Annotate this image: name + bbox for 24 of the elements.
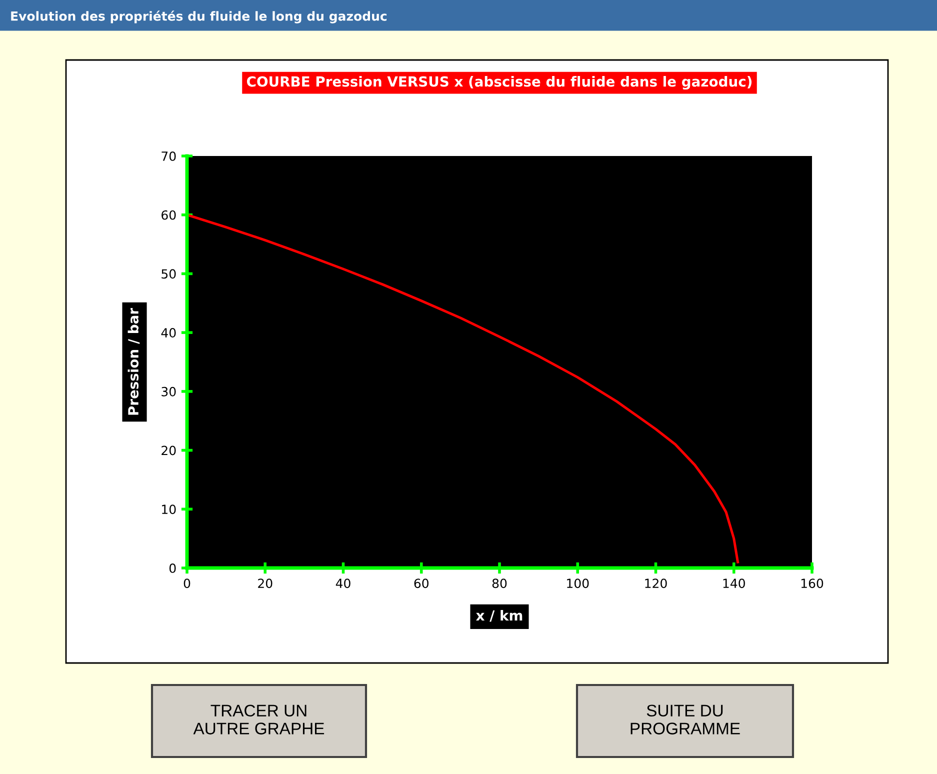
x-tick-label: 80 [492,578,507,588]
text: TRACER UN AUTRE GRAPHE [193,704,324,734]
x-tick-label: 60 [414,578,428,588]
chart-title: COURBE Pression VERSUS x (abscisse du fluide dans le gazoduc) [246,76,752,90]
x-tick-label: 160 [801,578,824,588]
x-tick-label: 120 [645,578,667,588]
x-tick-label: 40 [336,578,350,588]
text: Evolution des propriétés du fluide le long du gazoduc [11,10,387,24]
text: SUITE DU PROGRAMME [630,704,740,734]
y-tick-label: 20 [162,446,176,456]
y-tick-label: 10 [162,504,176,514]
y-tick-label: 30 [162,386,176,396]
x-tick-label: 20 [258,578,272,588]
x-tick-label: 100 [567,578,589,588]
line-series [187,214,740,564]
y-axis-title: Pression / bar [128,308,140,415]
x-tick-label: 140 [723,578,745,588]
y-tick-label: 40 [161,328,176,338]
y-tick-label: 50 [162,269,176,279]
x-axis-title: x / km [476,610,522,622]
x-tick-label: 0 [184,578,190,588]
y-tick-label: 70 [162,151,176,161]
y-tick-label: 0 [169,563,176,573]
y-tick-label: 60 [162,210,176,220]
